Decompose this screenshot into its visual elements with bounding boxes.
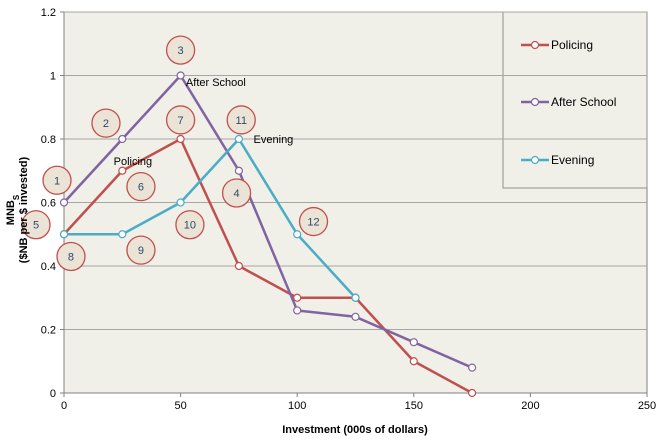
data-point-evening (351, 293, 360, 302)
x-tick-label: 50 (174, 400, 186, 412)
series-line-after-school (63, 74, 473, 369)
y-axis-title-line1: MNBS (5, 194, 21, 225)
y-tick-label: 0.2 (41, 325, 56, 337)
badge-label: 3 (178, 45, 184, 57)
badge-circle (175, 210, 205, 240)
badge-circle (126, 171, 156, 202)
badge-label: 10 (184, 220, 196, 232)
badge-circle (126, 235, 156, 265)
data-point-policing (176, 134, 185, 144)
data-point-evening (293, 230, 302, 239)
annotation-label: Policing (114, 156, 153, 168)
badge-label: 5 (33, 220, 39, 232)
data-point-evening (118, 230, 127, 239)
x-tick-label: 250 (638, 400, 656, 412)
badge-circle (165, 105, 196, 135)
y-tick-label: 0.4 (41, 261, 56, 273)
data-point-after-school (351, 312, 360, 321)
legend-label-evening: Evening (551, 153, 594, 167)
data-point-after-school (409, 338, 418, 347)
legend-label-policing: Policing (551, 38, 593, 52)
data-point-policing (293, 293, 302, 302)
badge-label: 8 (68, 251, 74, 263)
legend-marker-evening (530, 155, 540, 165)
tick-labels: 0 50 100 150 200 250 0 0.2 0.4 0.6 0.8 1 1.2 (41, 7, 656, 412)
x-tick-label: 100 (288, 400, 306, 412)
y-tick-label: 0.8 (41, 134, 56, 146)
data-point-after-school (118, 134, 127, 144)
annotations: After School Policing Evening (114, 77, 294, 168)
series-line-policing (63, 137, 473, 395)
data-point-evening (176, 198, 185, 207)
badge-circle (42, 165, 72, 195)
y-tick-label: 0.6 (41, 198, 56, 210)
annotation-label: Evening (254, 134, 294, 146)
y-axis-title-subscript: S (12, 194, 21, 200)
data-point-after-school (59, 198, 69, 207)
badge-label: 1 (54, 175, 60, 187)
x-axis-title: Investment (000s of dollars) (282, 424, 428, 436)
data-point-evening (59, 230, 69, 239)
badge-label: 4 (234, 188, 240, 200)
annotation-label: After School (186, 77, 246, 89)
data-point-after-school (234, 166, 243, 175)
legend-marker-policing (530, 40, 540, 50)
legend: Policing After School Evening (521, 38, 616, 167)
x-tick-label: 200 (521, 400, 539, 412)
badge-circle (56, 241, 86, 272)
y-tick-label: 1 (50, 71, 56, 83)
x-tick-label: 150 (405, 400, 423, 412)
data-point-policing (409, 357, 418, 366)
badge-label: 7 (178, 115, 184, 127)
y-tick-label: 0 (50, 388, 56, 400)
y-tick-label: 1.2 (41, 7, 56, 19)
data-point-evening (234, 134, 243, 144)
badge-label: 2 (103, 118, 109, 130)
badge-circle (226, 105, 256, 135)
badge-label: 12 (307, 217, 319, 229)
data-point-after-school (468, 363, 477, 372)
data-point-after-school (293, 306, 302, 315)
badge-circle (21, 210, 51, 240)
y-axis-title-line2: ($NB per $ invested) (18, 156, 30, 263)
badge-circle (221, 178, 252, 208)
badge-label: 6 (138, 182, 144, 194)
data-point-after-school (176, 71, 185, 80)
y-axis-title-main: MNB (5, 200, 17, 225)
badge-circle (165, 35, 196, 65)
data-point-policing (118, 166, 127, 175)
badge-circle (91, 108, 121, 138)
badge-label: 9 (138, 245, 144, 257)
badge-label: 11 (236, 115, 247, 127)
x-tick-label: 0 (61, 400, 67, 412)
legend-label-after-school: After School (551, 95, 616, 109)
badge-circle (298, 206, 329, 237)
data-point-policing (468, 388, 477, 398)
series-group (59, 71, 477, 398)
series-line-evening (64, 137, 357, 299)
data-point-policing (234, 261, 243, 271)
y-axis-title: MNBS ($NB per $ invested) (5, 156, 30, 263)
legend-marker-after-school (530, 97, 540, 107)
